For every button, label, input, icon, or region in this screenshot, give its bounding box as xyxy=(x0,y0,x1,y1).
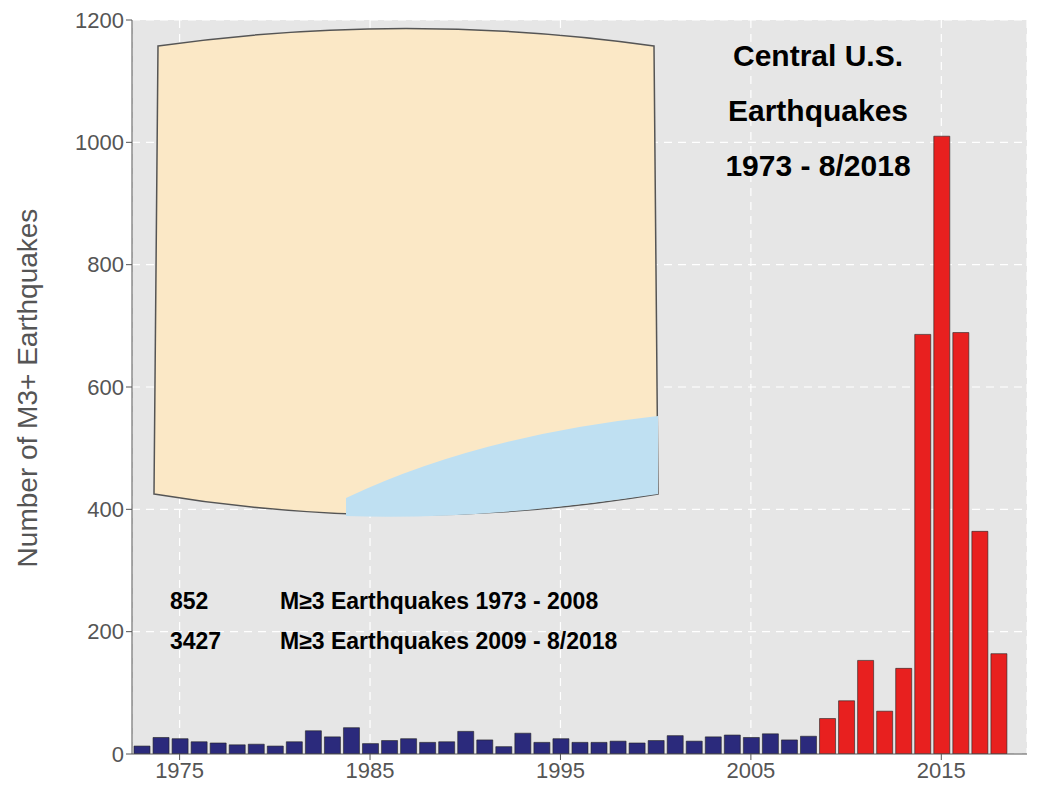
svg-text:1985: 1985 xyxy=(346,758,395,783)
svg-text:800: 800 xyxy=(87,252,124,277)
svg-text:0: 0 xyxy=(112,742,124,767)
svg-text:1975: 1975 xyxy=(155,758,204,783)
svg-text:1200: 1200 xyxy=(75,8,124,33)
svg-text:600: 600 xyxy=(87,375,124,400)
html-text:M≥3 Earthquakes 2009 - 8/2018: M≥3 Earthquakes 2009 - 8/2018 xyxy=(280,628,618,654)
svg-text:1000: 1000 xyxy=(75,130,124,155)
svg-text:1995: 1995 xyxy=(536,758,585,783)
html-text:Number of M3+ Earthquakes: Number of M3+ Earthquakes xyxy=(12,208,43,568)
html-text:M≥3 Earthquakes 1973 - 2008: M≥3 Earthquakes 1973 - 2008 xyxy=(280,588,599,614)
svg-text:400: 400 xyxy=(87,497,124,522)
html-text:3427: 3427 xyxy=(170,628,222,654)
html-text:852: 852 xyxy=(170,588,209,614)
svg-text:2005: 2005 xyxy=(726,758,775,783)
html-text:Central U.S.: Central U.S. xyxy=(733,39,903,72)
html-text:1973 - 8/2018: 1973 - 8/2018 xyxy=(725,149,911,182)
html-text:Earthquakes: Earthquakes xyxy=(728,94,908,127)
svg-text:200: 200 xyxy=(87,619,124,644)
svg-text:2015: 2015 xyxy=(917,758,966,783)
